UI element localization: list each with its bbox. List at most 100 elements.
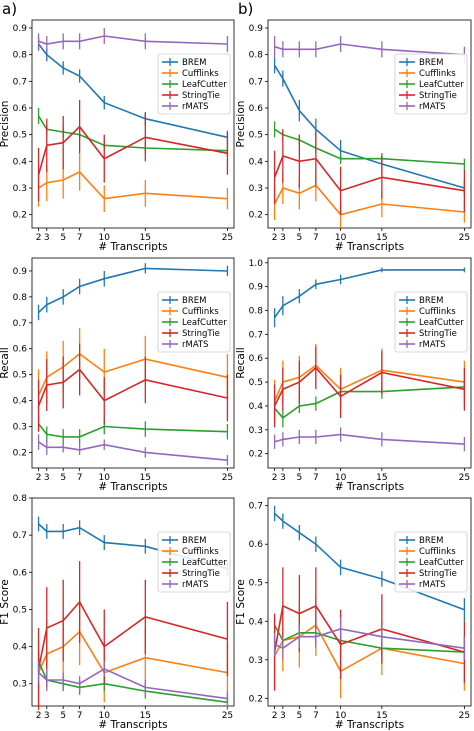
- chart-a-recall: 0.2 0.3 0.4 0.5 0.6 0.7 0.8 0.9 2 3 5 7 10 15 25 # Tran…: [0, 257, 235, 493]
- series-line: [274, 433, 465, 445]
- y-tick-label: 0.4: [13, 643, 28, 653]
- y-tick-label: 0.7: [13, 319, 27, 329]
- x-tick-label: 25: [222, 711, 233, 721]
- y-tick-label: 0.6: [249, 104, 264, 114]
- legend-entry: BREM: [182, 296, 206, 306]
- legend-entry: Cufflinks: [182, 69, 219, 79]
- series-cufflinks: [273, 169, 466, 228]
- x-axis-label: # Transcripts: [98, 241, 167, 253]
- x-axis-label: # Transcripts: [335, 481, 404, 493]
- y-tick-label: 0.2: [13, 211, 27, 221]
- legend-entry: BREM: [419, 58, 443, 68]
- panel-label-a: a): [2, 0, 17, 18]
- y-tick-label: 0.2: [13, 448, 27, 458]
- y-tick-label: 0.9: [13, 24, 28, 34]
- x-tick-label: 5: [296, 233, 302, 243]
- y-tick-label: 0.3: [249, 184, 263, 194]
- legend-entry: Cufflinks: [182, 547, 219, 557]
- legend-entry: Cufflinks: [419, 547, 456, 557]
- x-tick-label: 3: [280, 233, 286, 243]
- x-tick-label: 10: [335, 233, 347, 243]
- series-line: [37, 630, 228, 674]
- x-tick-label: 15: [140, 473, 151, 483]
- chart-b-f1: 0.2 0.3 0.4 0.5 0.6 0.7 2 3 5 7 10 15 25 # Transcript…: [235, 497, 472, 731]
- x-tick-label: 10: [99, 233, 111, 243]
- x-tick-label: 7: [313, 711, 319, 721]
- x-tick-label: 15: [376, 233, 387, 243]
- y-tick-label: 0.4: [13, 157, 28, 167]
- legend-entry: BREM: [182, 536, 206, 546]
- x-tick-label: 2: [36, 233, 42, 243]
- y-tick-label: 0.7: [13, 77, 27, 87]
- series-stringtie: [37, 100, 229, 202]
- chart-b-precision: 0.2 0.3 0.4 0.5 0.6 0.7 0.8 0.9 2 3 5 7 10 15 25 # Tran…: [235, 19, 472, 253]
- y-tick-label: 0.2: [249, 694, 263, 704]
- y-tick-label: 0.5: [249, 131, 263, 141]
- series-line: [274, 128, 465, 165]
- y-tick-label: 0.3: [249, 656, 263, 666]
- series-leafcutter: [37, 650, 229, 710]
- y-tick-label: 0.7: [249, 77, 263, 87]
- plot-frame: [267, 497, 472, 707]
- series-brem: [273, 505, 466, 622]
- y-tick-label: 0.3: [249, 426, 263, 436]
- x-tick-label: 7: [77, 473, 83, 483]
- x-tick-label: 5: [296, 473, 302, 483]
- series-cufflinks: [37, 598, 229, 706]
- legend-entry: BREM: [182, 58, 206, 68]
- y-tick-label: 0.6: [13, 345, 28, 355]
- legend-entry: LeafCutter: [182, 80, 227, 90]
- series-line: [273, 624, 465, 653]
- series-line: [273, 366, 465, 407]
- y-tick-label: 0.3: [13, 184, 27, 194]
- x-tick-label: 2: [272, 233, 278, 243]
- y-tick-label: 0.3: [13, 680, 27, 690]
- x-tick-label: 10: [335, 711, 347, 721]
- legend-entry: StringTie: [182, 569, 220, 579]
- y-tick-label: 0.3: [13, 423, 27, 433]
- series-stringtie: [37, 343, 229, 432]
- x-tick-label: 15: [376, 711, 387, 721]
- series-brem: [273, 267, 466, 328]
- legend-entry: rMATS: [419, 580, 446, 590]
- plot-frame: [31, 257, 235, 469]
- chart-a-precision: 0.2 0.3 0.4 0.5 0.6 0.7 0.8 0.9 2 3 5 7 10 15 25 # Tran…: [0, 19, 235, 253]
- legend-entry: LeafCutter: [419, 558, 464, 568]
- y-tick-label: 0.6: [13, 104, 28, 114]
- legend-entry: Cufflinks: [419, 307, 456, 317]
- y-tick-label: 0.4: [249, 402, 264, 412]
- x-tick-label: 25: [459, 233, 470, 243]
- x-tick-label: 15: [140, 711, 151, 721]
- y-tick-label: 0.5: [13, 131, 27, 141]
- x-tick-label: 3: [44, 233, 50, 243]
- x-tick-label: 5: [60, 233, 66, 243]
- legend-entry: Cufflinks: [419, 69, 456, 79]
- x-axis-label: # Transcripts: [98, 481, 167, 493]
- legend-entry: StringTie: [419, 91, 457, 101]
- x-tick-label: 10: [335, 473, 347, 483]
- y-tick-label: 0.7: [249, 330, 263, 340]
- y-tick-label: 0.8: [249, 307, 264, 317]
- series-line: [37, 600, 228, 670]
- y-axis-label: Recall: [235, 347, 247, 378]
- y-tick-label: 0.4: [249, 617, 264, 627]
- y-axis-label: F1 Score: [235, 579, 247, 624]
- chart-grid: 0.20.30.40.50.60.70.80.92 3 5 7 10 15 25# Tran…: [0, 19, 472, 731]
- legend-box: [157, 531, 231, 593]
- legend-box: [157, 53, 231, 115]
- legend-box: [157, 291, 231, 353]
- series-rmats: [37, 28, 229, 52]
- x-tick-label: 3: [44, 473, 50, 483]
- series-leafcutter: [273, 379, 466, 428]
- y-tick-label: 0.5: [249, 579, 263, 589]
- y-tick-label: 0.6: [249, 354, 264, 364]
- x-tick-label: 10: [99, 711, 111, 721]
- x-tick-label: 15: [140, 233, 151, 243]
- series-stringtie: [273, 129, 466, 215]
- series-stringtie: [273, 567, 466, 691]
- chart-a-f1: 0.3 0.4 0.5 0.6 0.7 0.8 2 3 5 7 10 15 25 # Transcript…: [0, 494, 235, 731]
- series-rmats: [273, 617, 466, 660]
- y-tick-label: 0.5: [13, 605, 27, 615]
